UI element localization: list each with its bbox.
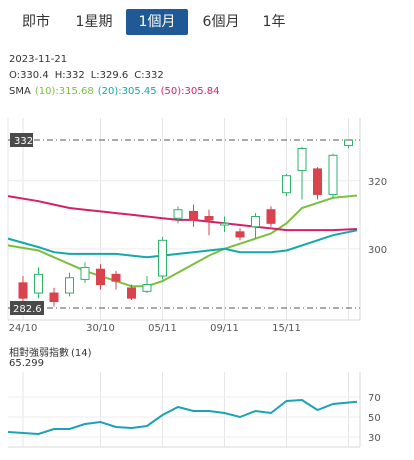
down-candle-body: [313, 168, 322, 195]
y-tick-label: 320: [368, 177, 387, 188]
candle-1: [34, 267, 43, 299]
down-candle-body: [266, 209, 276, 224]
ohlc-readout: O:330.4 H:332 L:329.6 C:332: [9, 70, 170, 81]
tab-1-week[interactable]: 1星期: [75, 14, 113, 30]
down-candle-body: [111, 273, 121, 282]
candle-6: [111, 270, 121, 290]
up-candle-body: [34, 273, 43, 294]
candle-17: [282, 174, 291, 197]
up-candle-body: [142, 284, 152, 292]
rsi-period: (14): [71, 348, 92, 359]
up-candle-body: [158, 239, 167, 277]
down-candle-body: [49, 292, 59, 303]
down-candle-body: [127, 287, 136, 299]
candle-3: [65, 272, 74, 297]
low-marker-label: 282.6: [13, 304, 42, 315]
rsi-title: 相對強弱指數 (14): [9, 344, 92, 359]
y-tick-label: 300: [368, 245, 387, 256]
up-candle-body: [65, 277, 74, 294]
down-candle-body: [18, 282, 28, 299]
down-candle-body: [204, 216, 214, 221]
candle-14: [235, 228, 245, 241]
down-candle-body: [189, 210, 198, 221]
low-value: L:329.6: [90, 70, 129, 81]
candle-21: [344, 139, 353, 149]
up-candle-body: [251, 216, 260, 228]
candle-4: [80, 262, 90, 283]
candle-5: [96, 264, 105, 290]
candle-9: [158, 236, 167, 280]
rsi-y-tick-label: 70: [368, 393, 381, 404]
up-candle-body: [282, 175, 291, 194]
x-tick-label: 30/10: [86, 323, 115, 334]
rsi-line: [7, 398, 358, 436]
x-tick-label: 24/10: [9, 323, 38, 334]
sma20-value: (20):305.45: [97, 86, 157, 97]
up-candle-body: [220, 222, 229, 226]
tab-realtime[interactable]: 即市: [22, 14, 50, 30]
high-marker-label: 332: [14, 136, 33, 147]
candle-10: [173, 206, 183, 224]
rsi-name: 相對強弱指數: [9, 348, 69, 359]
candle-12: [204, 209, 214, 236]
high-marker-badge: [10, 133, 33, 147]
quote-date: 2023-11-21: [9, 54, 68, 65]
open-value: O:330.4: [9, 70, 49, 81]
x-tick-label: 15/11: [272, 323, 301, 334]
sma50-line: [7, 195, 358, 232]
candle-18: [297, 146, 307, 200]
x-tick-label: 09/11: [210, 323, 239, 334]
sma10-line: [7, 194, 358, 288]
high-value: H:332: [54, 70, 85, 81]
close-value: C:332: [134, 70, 164, 81]
candle-16: [266, 206, 276, 227]
down-candle-body: [96, 268, 105, 286]
sma-label: SMA: [9, 86, 31, 97]
up-candle-body: [297, 148, 307, 172]
rsi-y-tick-label: 50: [368, 413, 381, 424]
up-candle-body: [173, 209, 183, 219]
x-tick-label: 05/11: [148, 323, 177, 334]
sma20-line: [7, 229, 358, 259]
up-candle-body: [328, 154, 338, 195]
candle-13: [220, 216, 229, 232]
tab-6-months[interactable]: 6個月: [202, 14, 240, 30]
candle-15: [251, 213, 260, 239]
candle-7: [127, 284, 136, 300]
candle-11: [189, 204, 198, 227]
timeframe-tabs: 即市 1星期 1個月 6個月 1年: [0, 0, 414, 42]
low-marker-badge: [10, 301, 44, 315]
down-candle-body: [235, 231, 245, 238]
candle-8: [142, 276, 152, 294]
sma-readout: SMA (10):315.68 (20):305.45 (50):305.84: [9, 86, 224, 97]
tab-1-year[interactable]: 1年: [262, 14, 286, 30]
sma50-value: (50):305.84: [160, 86, 220, 97]
candle-19: [313, 167, 322, 200]
up-candle-body: [80, 267, 90, 280]
candle-2: [49, 287, 59, 307]
up-candle-body: [344, 139, 353, 146]
rsi-y-tick-label: 30: [368, 433, 381, 444]
candle-20: [328, 153, 338, 198]
tab-1-month[interactable]: 1個月: [126, 9, 188, 35]
rsi-value: 65.299: [9, 358, 44, 369]
sma10-value: (10):315.68: [34, 86, 94, 97]
